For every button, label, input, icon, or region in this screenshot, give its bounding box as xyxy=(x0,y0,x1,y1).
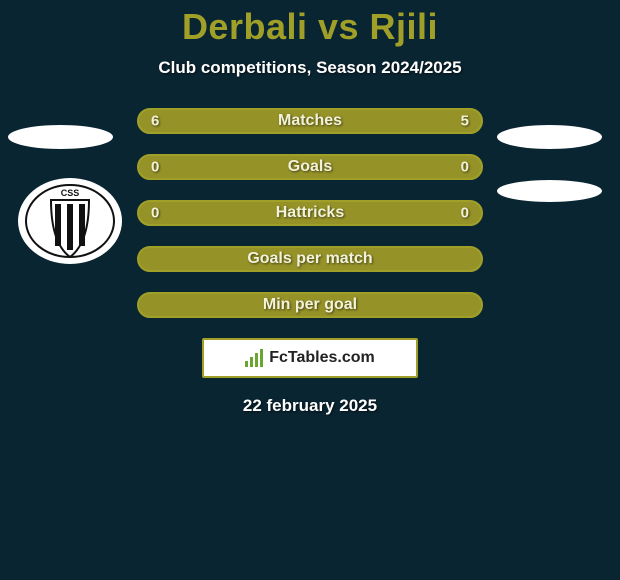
stat-left-value: 0 xyxy=(151,159,159,176)
stat-row-matches: 6 Matches 5 xyxy=(137,108,483,134)
stat-left-value: 0 xyxy=(151,205,159,222)
stat-label: Goals xyxy=(288,158,332,176)
player-avatar-placeholder-right xyxy=(497,125,602,149)
player-avatar-placeholder-right-2 xyxy=(497,180,602,202)
stat-left-value: 6 xyxy=(151,113,159,130)
club-badge-css: CSS xyxy=(18,178,122,264)
stat-row-goals: 0 Goals 0 xyxy=(137,154,483,180)
stat-label: Matches xyxy=(278,112,342,130)
stat-row-goals-per-match: Goals per match xyxy=(137,246,483,272)
stat-label: Goals per match xyxy=(247,250,372,268)
subtitle: Club competitions, Season 2024/2025 xyxy=(0,58,620,78)
stat-row-hattricks: 0 Hattricks 0 xyxy=(137,200,483,226)
page-title: Derbali vs Rjili xyxy=(0,6,620,48)
stat-right-value: 0 xyxy=(461,159,469,176)
stat-label: Min per goal xyxy=(263,296,357,314)
club-badge-text: CSS xyxy=(61,188,80,198)
brand-text: FcTables.com xyxy=(269,349,375,367)
player-avatar-placeholder-left xyxy=(8,125,113,149)
date-line: 22 february 2025 xyxy=(0,396,620,416)
brand-watermark[interactable]: FcTables.com xyxy=(202,338,418,378)
stat-label: Hattricks xyxy=(276,204,344,222)
stat-right-value: 0 xyxy=(461,205,469,222)
brand-bars-icon xyxy=(245,349,263,367)
stat-right-value: 5 xyxy=(461,113,469,130)
stat-rows: 6 Matches 5 0 Goals 0 0 Hattricks 0 Goal… xyxy=(137,108,483,318)
stat-row-min-per-goal: Min per goal xyxy=(137,292,483,318)
